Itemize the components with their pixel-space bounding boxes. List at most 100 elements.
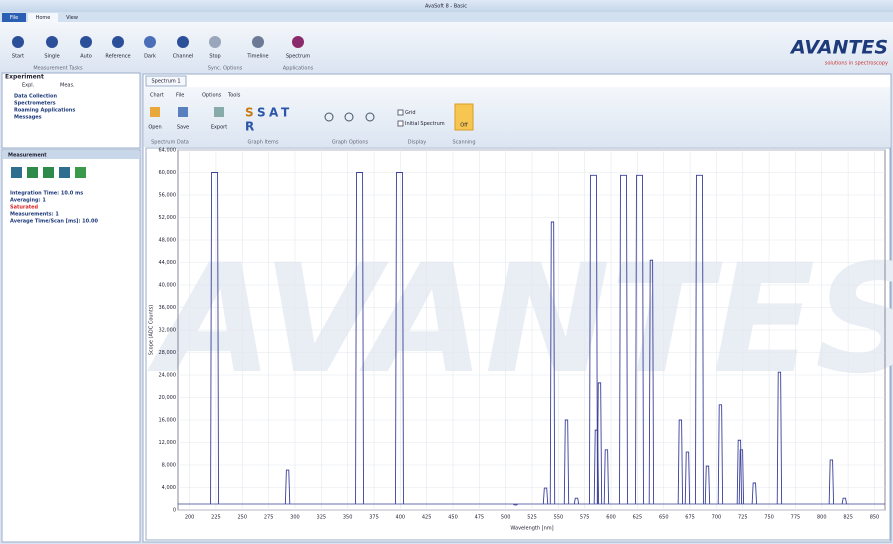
icon-glyph[interactable]: S [245,106,254,120]
doc-ribbon-tab[interactable]: Chart [150,93,164,99]
ribbon-icon[interactable] [112,36,124,48]
spectral-peak [717,404,724,505]
y-tick-label: 28,000 [159,350,177,356]
doc-ribbon-tab[interactable]: File [176,93,184,99]
icon-button[interactable] [59,167,70,178]
x-tick-label: 850 [870,515,880,521]
y-tick-label: 44,000 [159,260,177,266]
info-line: Averaging: 1 [10,198,46,204]
checkbox[interactable] [397,109,404,116]
spectral-peak [596,382,603,505]
icon[interactable] [214,107,224,117]
icon-button[interactable] [27,167,38,178]
ribbon-group: Measurement Tasks [33,66,83,72]
x-tick-label: 325 [317,515,327,521]
panel-tab[interactable]: Expl. [22,83,35,89]
doc-ribbon-tab[interactable]: Options [202,93,222,99]
ribbon-icon[interactable] [252,36,264,48]
spectral-peak [542,487,549,505]
button-label[interactable]: Open [148,125,161,131]
x-tick-label: 350 [343,515,353,521]
menu-tab[interactable]: File [10,15,18,21]
ribbon-button-label[interactable]: Timeline [246,54,268,60]
menu-tab[interactable]: Home [36,15,51,21]
ribbon-button-label[interactable]: Single [44,54,59,60]
tree-item[interactable]: Messages [14,115,42,121]
spectral-peak [210,172,220,505]
x-axis-title: Wavelength [nm] [510,526,553,532]
y-tick-label: 64,000 [159,148,177,154]
ribbon-button-label[interactable]: Spectrum [286,54,310,60]
ribbon-icon[interactable] [177,36,189,48]
spectral-peak [573,497,580,505]
doc-tab-label[interactable]: Spectrum 1 [152,79,181,85]
icon-glyph[interactable]: T [281,106,290,120]
icon[interactable] [178,107,188,117]
doc-ribbon-tab[interactable]: Tools [227,93,241,99]
zoom-icon[interactable] [324,112,334,122]
logo-tagline: solutions in spectroscopy [825,61,888,67]
icon-glyph[interactable]: R [245,120,254,134]
spectral-peak [563,419,570,505]
icon-glyph[interactable]: S [257,106,266,120]
y-tick-label: 36,000 [159,305,177,311]
tree-item[interactable]: Data Collection [14,94,57,100]
x-tick-label: 300 [290,515,300,521]
ribbon-button-label[interactable]: Start [12,54,24,60]
ribbon-icon[interactable] [292,36,304,48]
ribbon-icon[interactable] [144,36,156,48]
ribbon-icon[interactable] [46,36,58,48]
icon-button[interactable] [75,167,86,178]
ribbon-icon[interactable] [80,36,92,48]
x-tick-label: 600 [606,515,616,521]
x-tick-label: 400 [396,515,406,521]
y-tick-label: 52,000 [159,215,177,221]
icon-button[interactable] [43,167,54,178]
panel-header [3,151,139,159]
button-label[interactable]: Save [177,125,189,131]
x-tick-label: 575 [580,515,590,521]
button-label[interactable]: Export [211,125,227,131]
panel-tab[interactable]: Meas. [60,83,75,89]
spectral-peak [635,174,644,505]
spectral-peak [828,459,835,505]
title-bar [0,0,893,12]
tree-item[interactable]: Spectrometers [14,101,56,107]
tree-item[interactable]: Roaming Applications [14,108,75,114]
y-tick-label: 24,000 [159,373,177,379]
y-tick-label: 48,000 [159,238,177,244]
ribbon-button-label[interactable]: Stop [209,54,220,60]
doc-tab[interactable] [145,75,187,87]
ribbon-button-label[interactable]: Dark [144,54,156,60]
ribbon-icon[interactable] [12,36,24,48]
button-label[interactable]: Off [460,123,468,129]
window-title: AvaSoft 8 - Basic [425,4,467,10]
spectral-peak [284,469,291,505]
checkbox-label[interactable]: Initial Spectrum [405,121,445,127]
spectral-peak [395,172,404,505]
scan-button[interactable] [454,103,474,131]
home-tab[interactable] [28,13,58,22]
ribbon-group: Sync. Options [208,66,243,72]
spectral-peak [648,259,655,505]
ribbon-button-label[interactable]: Reference [105,54,130,60]
doc-ribbon-group: Graph Options [332,140,369,146]
file-tab[interactable] [2,13,26,22]
checkbox-label[interactable]: Grid [405,110,416,116]
icon[interactable] [150,107,160,117]
info-line: Average Time/Scan [ms]: 10.00 [10,219,99,225]
y-tick-label: 56,000 [159,193,177,199]
ribbon-button-label[interactable]: Auto [80,54,92,60]
ribbon-icon[interactable] [209,36,221,48]
icon-button[interactable] [11,167,22,178]
menu-tab[interactable]: View [66,15,78,21]
doc-buttons: S S A T R [150,103,474,134]
ribbon-button-label[interactable]: Channel [173,54,194,60]
icon-glyph[interactable]: A [269,106,279,120]
x-tick-label: 675 [685,515,695,521]
zoom-icon[interactable] [344,112,354,122]
spectral-peak [738,449,745,505]
experiment-panel [1,72,141,149]
zoom-icon[interactable] [365,112,375,122]
checkbox[interactable] [397,120,404,127]
